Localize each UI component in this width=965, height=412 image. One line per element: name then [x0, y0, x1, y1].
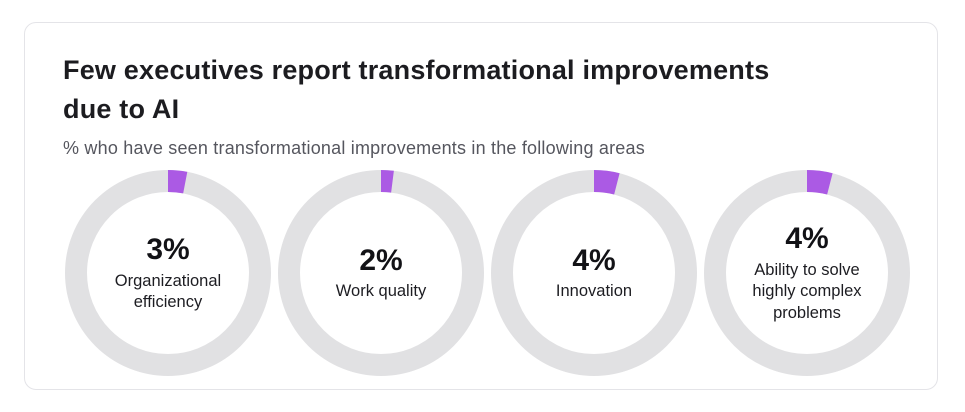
donut-percentage: 2%	[359, 243, 403, 277]
donut-ring-svg	[704, 170, 910, 377]
donut-label: Work quality	[335, 282, 427, 301]
donut-2: 2% Work quality	[278, 170, 484, 377]
chart-card: Few executives report transformational i…	[24, 22, 938, 390]
donut-percentage: 4%	[785, 222, 829, 256]
chart-subtitle: % who have seen transformational improve…	[63, 138, 645, 159]
donut-label: Innovation	[555, 282, 633, 301]
donut-ring-svg	[278, 170, 484, 377]
donut-percentage: 4%	[572, 243, 616, 277]
donut-ring-svg	[65, 170, 271, 377]
donut-label: Organizational efficiency	[114, 271, 222, 312]
donut-center: 4% Innovation	[513, 192, 675, 354]
donut-grid: 3% Organizational efficiency 2% Work qualit…	[25, 159, 937, 377]
donut-value-arc	[65, 170, 271, 377]
donut-ring-svg	[491, 170, 697, 377]
donut-4: 4% Ability to solve highly complex proble…	[704, 170, 910, 377]
donut-center: 4% Ability to solve highly complex proble…	[726, 192, 888, 354]
donut-value-arc	[278, 170, 484, 377]
donut-value-arc	[491, 170, 697, 377]
donut-value-arc	[704, 170, 910, 377]
donut-3: 4% Innovation	[491, 170, 697, 377]
donut-label: Ability to solve highly complex problems	[752, 260, 862, 322]
donut-center: 2% Work quality	[300, 192, 462, 354]
chart-title-line1: Few executives report transformational i…	[63, 55, 770, 85]
chart-title-line2: due to AI	[63, 94, 180, 125]
donut-percentage: 3%	[146, 233, 190, 267]
donut-1: 3% Organizational efficiency	[65, 170, 271, 377]
donut-center: 3% Organizational efficiency	[87, 192, 249, 354]
chart-title: Few executives report transformational i…	[63, 51, 877, 129]
